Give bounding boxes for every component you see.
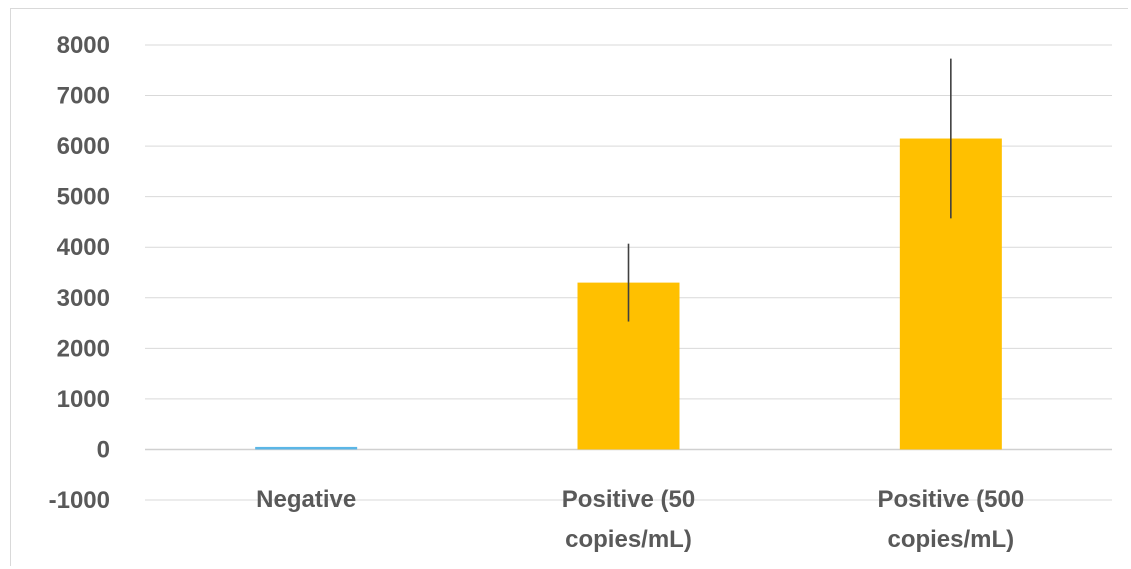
y-tick-label: 7000 <box>57 83 110 110</box>
chart-frame <box>10 8 1128 566</box>
x-category-label: copies/mL) <box>565 526 692 553</box>
y-tick-label: 4000 <box>57 234 110 261</box>
y-tick-label: 1000 <box>57 386 110 413</box>
x-category-label: Positive (50 <box>562 486 695 513</box>
bar <box>255 446 358 450</box>
y-tick-label: 3000 <box>57 285 110 312</box>
x-category-label: Positive (500 <box>877 486 1024 513</box>
y-tick-label: -1000 <box>49 487 110 514</box>
x-category-label: Negative <box>256 486 356 513</box>
y-tick-label: 2000 <box>57 335 110 362</box>
x-category-label: copies/mL) <box>887 526 1014 553</box>
y-tick-label: 6000 <box>57 133 110 160</box>
y-tick-label: 0 <box>97 436 110 463</box>
y-tick-label: 8000 <box>57 32 110 59</box>
y-tick-label: 5000 <box>57 184 110 211</box>
